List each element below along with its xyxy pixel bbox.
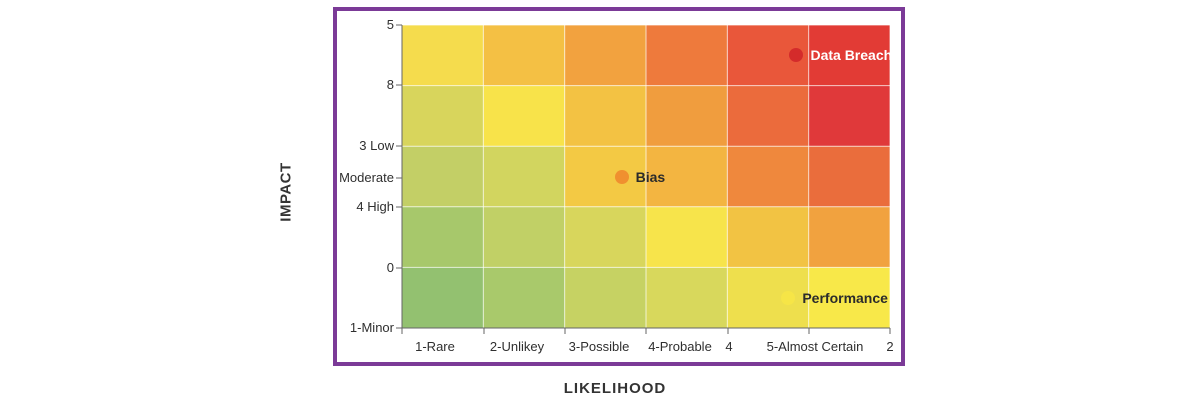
x-tick-label: 2-Unlikey [489,339,545,354]
x-tick-label: 5-Almost Certain [766,339,864,354]
matrix-cell-r1-c3 [646,85,728,147]
x-tick-label: 4 [725,339,733,354]
matrix-cell-r0-c3 [646,25,728,86]
y-tick-label: Moderate [339,170,394,185]
matrix-cell-r2-c4 [727,146,809,207]
risk-point-marker [614,169,629,184]
matrix-cell-r3-c2 [564,206,646,268]
matrix-cell-r0-c0 [402,25,484,86]
matrix-cell-r2-c5 [808,146,890,207]
risk-point-marker [781,290,796,305]
matrix-cell-r1-c4 [727,85,809,147]
matrix-cell-r2-c1 [483,146,565,207]
risk-point-label: Data Breach [810,47,893,64]
y-tick-label: 4 High [356,199,394,214]
matrix-cell-r1-c5 [808,85,890,147]
y-tick-label: 3 Low [359,138,394,153]
matrix-cell-r4-c5 [808,267,890,328]
matrix-cell-r3-c0 [402,206,484,268]
matrix-cell-r1-c0 [402,85,484,147]
risk-point-marker [789,48,804,63]
y-tick-label: 5 [386,17,394,32]
x-tick-label: 3-Possible [568,339,630,354]
matrix-cell-r4-c4 [727,267,809,328]
matrix-cell-r3-c3 [646,206,728,268]
matrix-cell-r4-c0 [402,267,484,328]
y-tick-label: 0 [386,260,394,275]
x-axis-title: LIKELIHOOD [563,380,667,397]
matrix-cell-r3-c5 [808,206,890,268]
matrix-cell-r1-c1 [483,85,565,147]
matrix-cell-r0-c5 [808,25,890,86]
y-tick-label: 1-Minor [349,320,394,335]
matrix-cell-r4-c1 [483,267,565,328]
y-axis-title: IMPACT [277,162,295,222]
x-tick-label: 2 [886,339,894,354]
matrix-cell-r0-c2 [564,25,646,86]
matrix-cell-r3-c1 [483,206,565,268]
matrix-cell-r4-c3 [646,267,728,328]
matrix-cell-r4-c2 [564,267,646,328]
x-tick-label: 4-Probable [648,339,712,354]
y-tick-label: 8 [386,77,394,92]
matrix-cell-r3-c4 [727,206,809,268]
chart-frame [333,7,905,366]
matrix-cell-r1-c2 [564,85,646,147]
matrix-cell-r2-c0 [402,146,484,207]
matrix-cell-r2-c2 [564,146,646,207]
matrix-cell-r2-c3 [646,146,728,207]
risk-point-label: Performance [802,289,888,306]
matrix-cell-r0-c1 [483,25,565,86]
risk-point-label: Bias [635,168,666,185]
x-tick-label: 1-Rare [415,339,455,354]
